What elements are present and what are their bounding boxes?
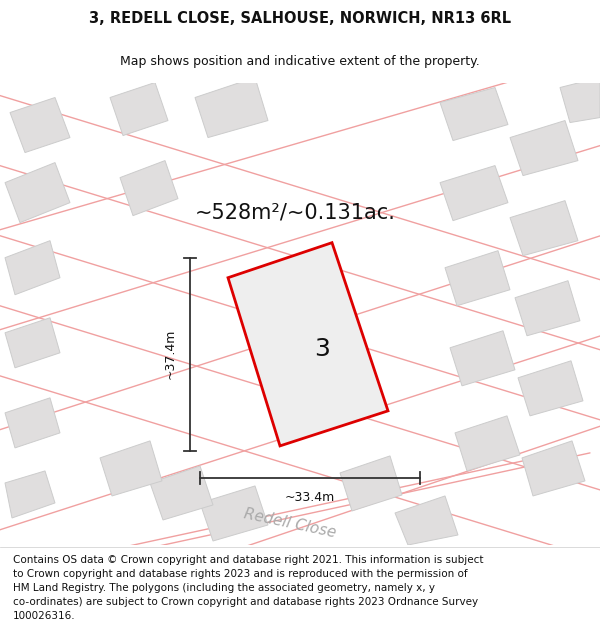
Polygon shape: [560, 78, 600, 122]
Text: Contains OS data © Crown copyright and database right 2021. This information is : Contains OS data © Crown copyright and d…: [13, 554, 484, 564]
Polygon shape: [450, 331, 515, 386]
Polygon shape: [518, 361, 583, 416]
Text: ~37.4m: ~37.4m: [163, 329, 176, 379]
Polygon shape: [440, 166, 508, 221]
Text: co-ordinates) are subject to Crown copyright and database rights 2023 Ordnance S: co-ordinates) are subject to Crown copyr…: [13, 597, 478, 607]
Polygon shape: [100, 441, 162, 496]
Polygon shape: [195, 78, 268, 138]
Text: Map shows position and indicative extent of the property.: Map shows position and indicative extent…: [120, 56, 480, 68]
Polygon shape: [5, 471, 55, 518]
Polygon shape: [510, 201, 578, 256]
Text: HM Land Registry. The polygons (including the associated geometry, namely x, y: HM Land Registry. The polygons (includin…: [13, 582, 435, 592]
Text: 100026316.: 100026316.: [13, 611, 76, 621]
Polygon shape: [120, 161, 178, 216]
Text: ~33.4m: ~33.4m: [285, 491, 335, 504]
Text: Redell Close: Redell Close: [242, 506, 338, 540]
Polygon shape: [340, 456, 402, 511]
Polygon shape: [5, 162, 70, 222]
Polygon shape: [228, 242, 388, 446]
Polygon shape: [455, 416, 520, 471]
Polygon shape: [440, 88, 508, 141]
Polygon shape: [200, 486, 268, 541]
Polygon shape: [150, 466, 213, 520]
Polygon shape: [510, 121, 578, 176]
Polygon shape: [5, 241, 60, 295]
Polygon shape: [110, 82, 168, 136]
Polygon shape: [395, 496, 458, 545]
Polygon shape: [5, 318, 60, 368]
Text: 3, REDELL CLOSE, SALHOUSE, NORWICH, NR13 6RL: 3, REDELL CLOSE, SALHOUSE, NORWICH, NR13…: [89, 11, 511, 26]
Polygon shape: [522, 441, 585, 496]
Polygon shape: [5, 398, 60, 448]
Polygon shape: [445, 251, 510, 306]
Text: to Crown copyright and database rights 2023 and is reproduced with the permissio: to Crown copyright and database rights 2…: [13, 569, 468, 579]
Text: 3: 3: [314, 338, 330, 361]
Text: ~528m²/~0.131ac.: ~528m²/~0.131ac.: [194, 202, 395, 222]
Polygon shape: [515, 281, 580, 336]
Polygon shape: [10, 98, 70, 152]
